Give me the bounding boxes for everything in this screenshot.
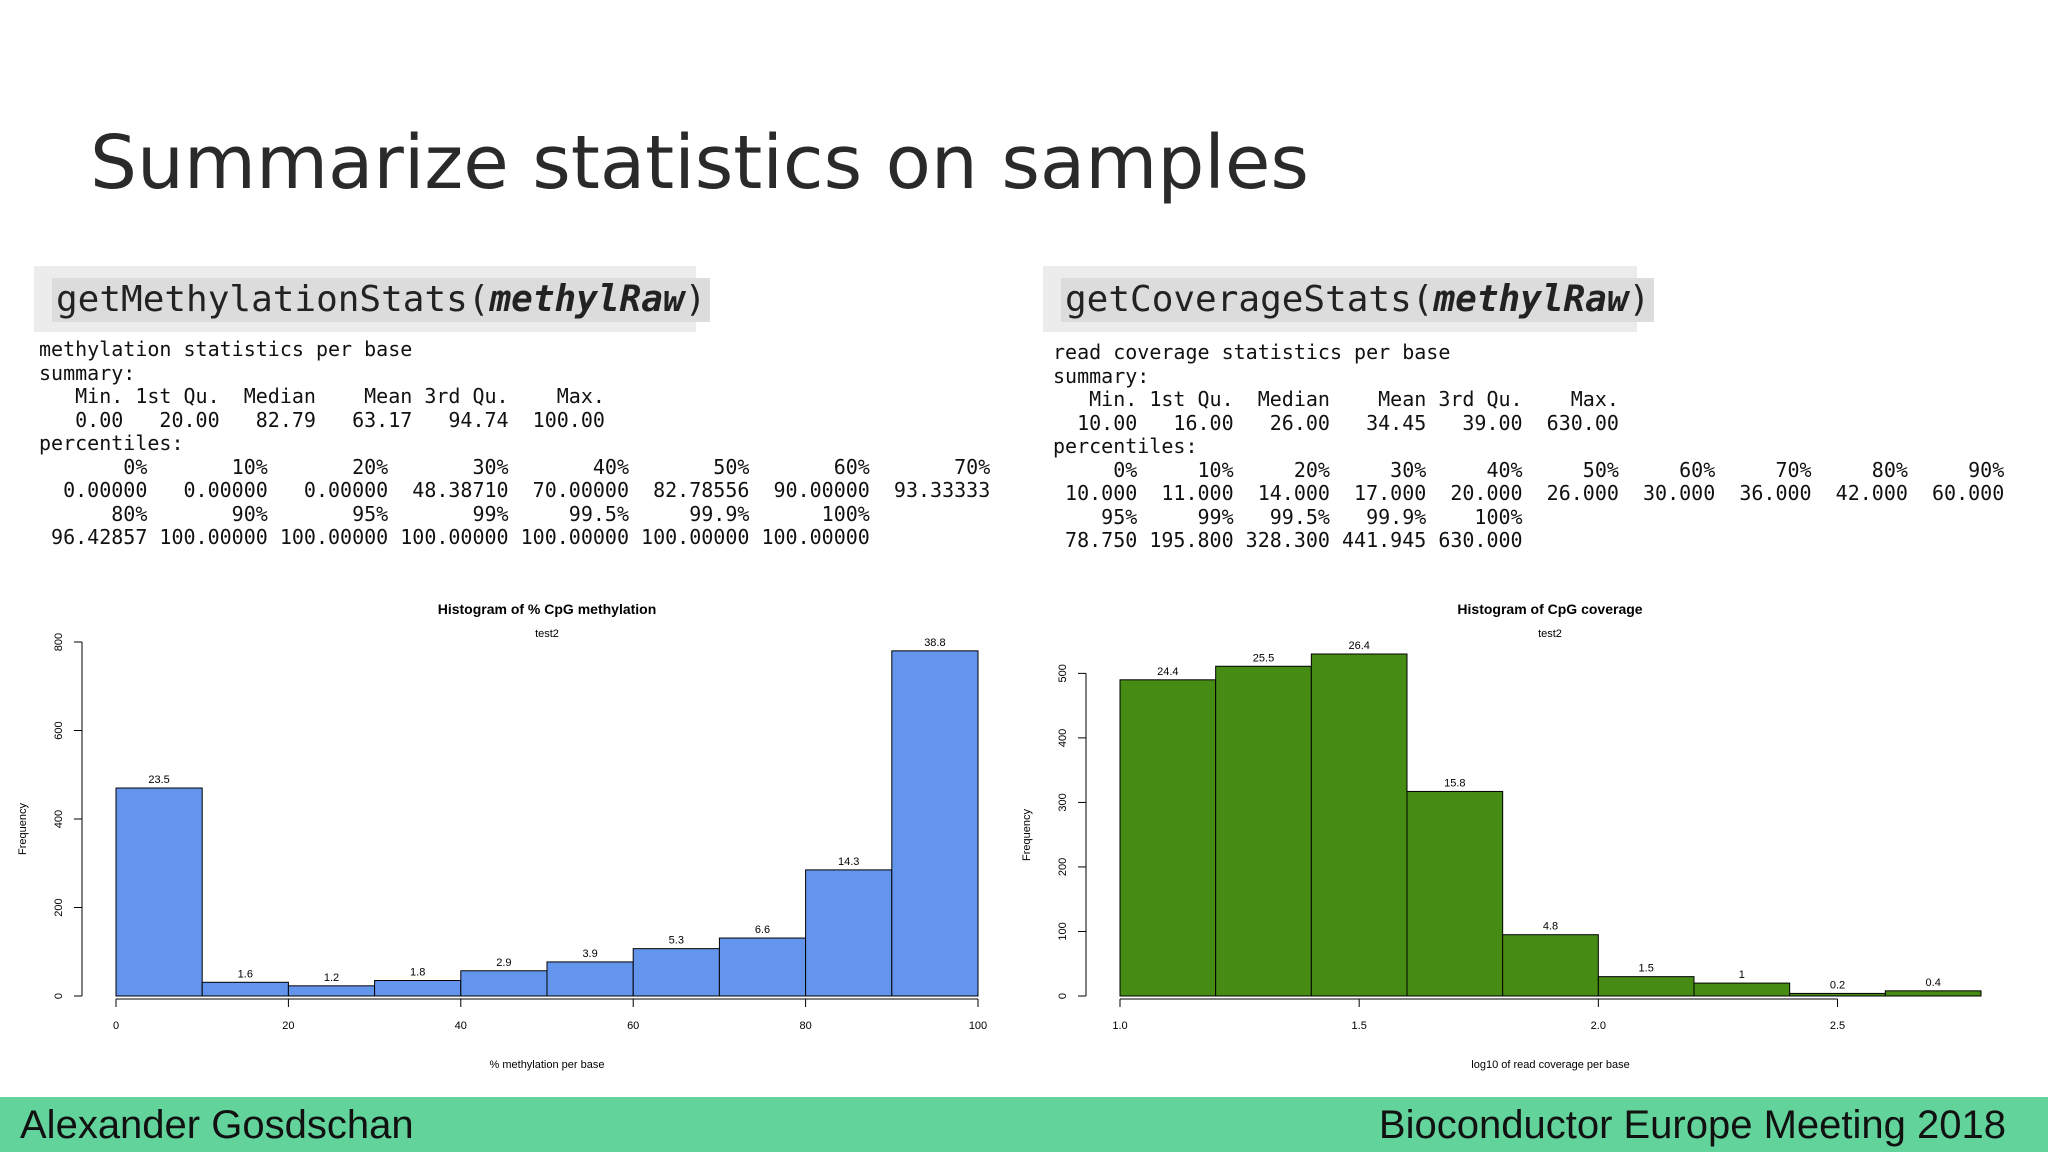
fn-arg: methylRaw	[489, 279, 685, 320]
fn-close: )	[1628, 279, 1651, 320]
fn-arg: methylRaw	[1433, 279, 1629, 320]
histogram-bar	[632, 948, 720, 997]
footer-author: Alexander Gosdschan	[20, 1103, 414, 1147]
bar-label: 1.2	[324, 972, 339, 984]
bar-label: 24.4	[1157, 666, 1178, 678]
fn-name: getCoverageStats(	[1065, 279, 1434, 320]
histogram-bar	[1502, 934, 1599, 997]
histogram-bar	[1215, 665, 1312, 997]
histogram-bar	[460, 970, 548, 997]
y-tick-label: 0	[53, 993, 65, 999]
x-tick-label: 40	[455, 1020, 467, 1032]
histogram-bar	[1789, 992, 1886, 997]
histogram-bar	[546, 961, 634, 997]
histogram-bar	[115, 787, 203, 997]
histogram-bar	[718, 937, 807, 997]
methylation-stats-call-box: getMethylationStats(methylRaw)	[34, 266, 711, 332]
x-tick-label: 0	[113, 1020, 119, 1032]
bar-label: 5.3	[669, 935, 684, 947]
bar-label: 38.8	[924, 637, 945, 649]
bar-label: 0.2	[1830, 979, 1845, 991]
x-tick-label: 1.5	[1352, 1020, 1367, 1032]
coverage-stats-call: getCoverageStats(methylRaw)	[1061, 278, 1655, 322]
histogram-bar	[1119, 679, 1217, 997]
bar-label: 1.5	[1639, 963, 1654, 975]
bar-label: 3.9	[582, 948, 597, 960]
histogram-bar	[1884, 990, 1982, 997]
y-tick-label: 600	[53, 721, 65, 739]
histogram-bar	[287, 985, 376, 997]
x-tick-label: 2.0	[1591, 1020, 1606, 1032]
y-tick-label: 300	[1057, 793, 1069, 811]
footer-bar: Alexander Gosdschan Bioconductor Europe …	[0, 1097, 2048, 1152]
histogram-bar	[1406, 790, 1504, 997]
coverage-histogram: Histogram of CpG coverage test2 24.4 25.5 26…	[1021, 601, 1982, 1071]
histogram-bar	[1597, 976, 1695, 997]
histogram-bar	[201, 981, 289, 997]
bar-label: 25.5	[1253, 652, 1274, 664]
y-axis-title: Frequency	[17, 803, 29, 855]
histogram-bar	[805, 869, 893, 997]
x-tick-label: 1.0	[1112, 1020, 1127, 1032]
y-tick-label: 500	[1057, 664, 1069, 682]
x-tick-label: 2.5	[1830, 1020, 1845, 1032]
bar-label: 26.4	[1348, 640, 1369, 652]
chart-title: Histogram of % CpG methylation	[438, 601, 657, 617]
bar-label: 2.9	[496, 957, 511, 969]
x-tick-label: 80	[799, 1020, 811, 1032]
y-tick-label: 800	[53, 633, 65, 651]
histogram-bar	[891, 650, 979, 997]
y-axis-title: Frequency	[1021, 809, 1033, 861]
bar-label: 15.8	[1444, 777, 1465, 789]
chart-subtitle: test2	[535, 628, 559, 640]
chart-subtitle: test2	[1538, 628, 1562, 640]
y-tick-label: 100	[1057, 922, 1069, 940]
bar-label: 23.5	[148, 774, 169, 786]
fn-close: )	[684, 279, 707, 320]
bar-label: 1.8	[410, 967, 425, 979]
x-axis-title: log10 of read coverage per base	[1471, 1059, 1629, 1071]
x-axis-title: % methylation per base	[490, 1059, 605, 1071]
coverage-stats-call-box: getCoverageStats(methylRaw)	[1043, 266, 1655, 332]
x-tick-label: 60	[627, 1020, 639, 1032]
x-tick-label: 100	[969, 1020, 987, 1032]
y-tick-label: 0	[1057, 993, 1069, 999]
methylation-histogram: Histogram of % CpG methylation test2 23.5 1…	[17, 601, 987, 1071]
bar-label: 4.8	[1543, 921, 1558, 933]
bar-label: 0.4	[1926, 977, 1941, 989]
x-tick-label: 20	[282, 1020, 294, 1032]
bar-label: 6.6	[755, 924, 770, 936]
methylation-stats-call: getMethylationStats(methylRaw)	[52, 278, 711, 322]
y-tick-label: 400	[1057, 729, 1069, 747]
histogram-bar	[1693, 982, 1791, 997]
footer-event: Bioconductor Europe Meeting 2018	[1378, 1103, 2006, 1147]
fn-name: getMethylationStats(	[56, 279, 490, 320]
coverage-stats-output: read coverage statistics per base summar…	[1053, 340, 2005, 552]
bar-label: 1	[1739, 969, 1745, 981]
histogram-bar	[374, 980, 462, 997]
histogram-bar	[1310, 653, 1408, 997]
y-tick-label: 200	[1057, 858, 1069, 876]
y-tick-label: 400	[53, 810, 65, 828]
slide-title: Summarize statistics on samples	[90, 120, 1309, 206]
bar-label: 14.3	[838, 856, 859, 868]
methylation-stats-output: methylation statistics per base summary:…	[39, 337, 991, 549]
bar-label: 1.6	[238, 968, 253, 980]
chart-title: Histogram of CpG coverage	[1457, 601, 1642, 617]
y-tick-label: 200	[53, 898, 65, 916]
